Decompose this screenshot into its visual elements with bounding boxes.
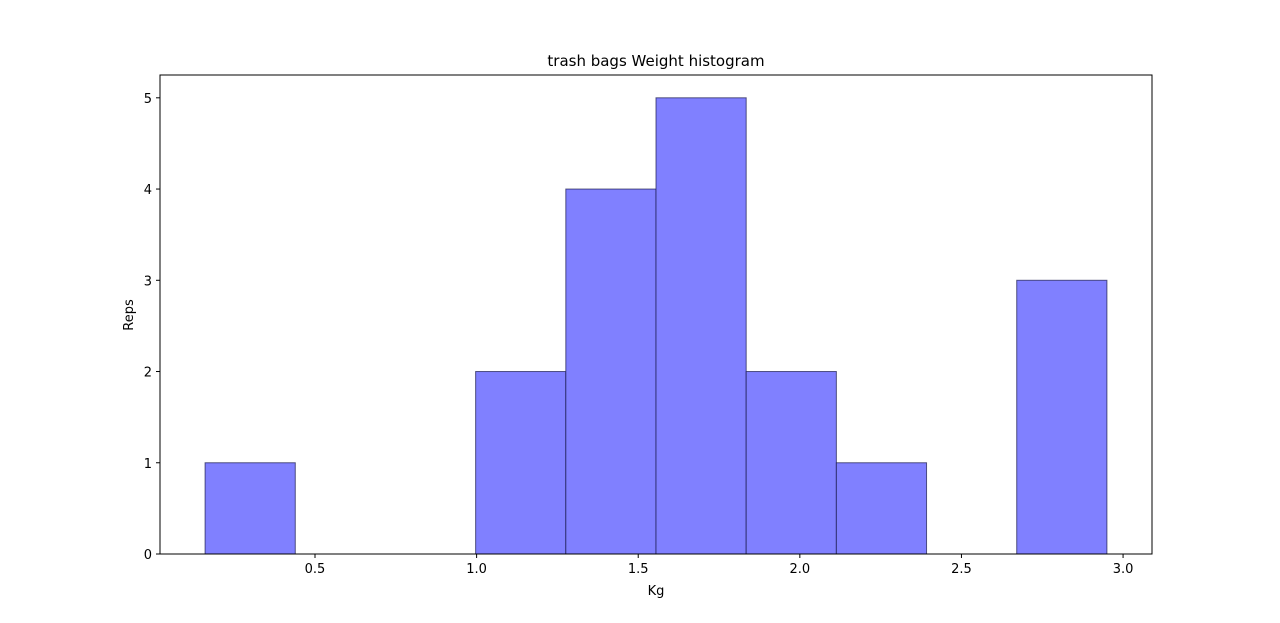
x-axis-label: Kg: [648, 584, 665, 599]
y-tick-label-3: 3: [144, 274, 152, 289]
x-tick-label-1: 1.0: [466, 562, 487, 577]
bars-group: [204, 97, 1108, 555]
histogram-bar-3: [475, 371, 567, 555]
histogram-bar-9: [1016, 279, 1108, 555]
plot-area-frame: [159, 74, 1153, 555]
x-tick-label-3: 2.0: [789, 562, 810, 577]
histogram-bar-6: [745, 371, 837, 555]
y-axis-label: Reps: [122, 299, 137, 331]
y-tick-label-5: 5: [144, 92, 152, 107]
histogram-bar-0: [204, 462, 296, 555]
y-tick-label-4: 4: [144, 183, 152, 198]
chart-title: trash bags Weight histogram: [547, 52, 764, 70]
y-tick-label-0: 0: [144, 548, 152, 563]
x-tick-label-4: 2.5: [951, 562, 972, 577]
y-tick-label-2: 2: [144, 366, 152, 381]
y-tick-label-1: 1: [144, 457, 152, 472]
y-axis-ticks: 0 1 2 3 4 5: [144, 92, 160, 563]
x-axis-ticks: 0.5 1.0 1.5 2.0 2.5 3.0: [305, 554, 1134, 577]
x-tick-label-0: 0.5: [305, 562, 326, 577]
x-tick-label-2: 1.5: [628, 562, 649, 577]
histogram-bar-5: [655, 97, 747, 555]
histogram-bar-4: [565, 188, 657, 555]
x-tick-label-5: 3.0: [1113, 562, 1134, 577]
histogram-bar-7: [835, 462, 928, 555]
